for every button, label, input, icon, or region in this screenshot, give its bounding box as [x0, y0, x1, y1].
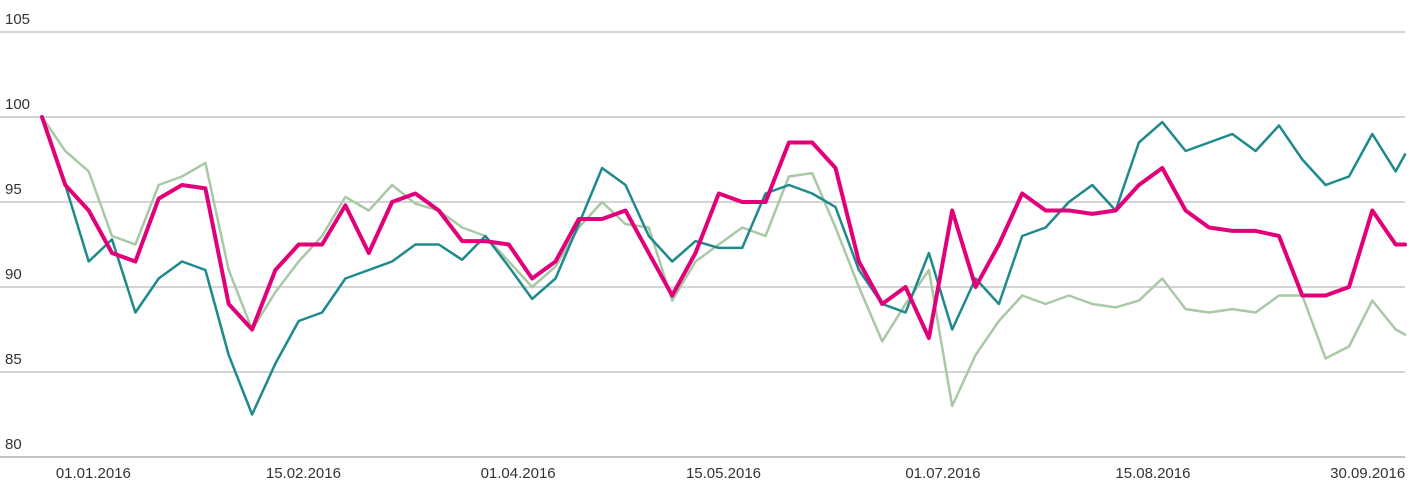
x-tick-label: 01.04.2016 [481, 465, 556, 482]
x-tick-label: 15.02.2016 [266, 465, 341, 482]
y-tick-label: 95 [5, 181, 22, 198]
y-tick-label: 100 [5, 96, 30, 113]
x-tick-label: 30.09.2016 [1330, 465, 1405, 482]
y-tick-label: 80 [5, 436, 22, 453]
x-tick-label: 15.08.2016 [1115, 465, 1190, 482]
x-tick-label: 01.07.2016 [905, 465, 980, 482]
series-line [40, 115, 1407, 408]
y-tick-label: 90 [5, 266, 22, 283]
series-line [40, 115, 1407, 416]
x-tick-label: 15.05.2016 [686, 465, 761, 482]
series-line [40, 115, 1407, 340]
x-tick-label: 01.01.2016 [56, 465, 131, 482]
y-tick-label: 105 [5, 11, 30, 28]
y-tick-label: 85 [5, 351, 22, 368]
